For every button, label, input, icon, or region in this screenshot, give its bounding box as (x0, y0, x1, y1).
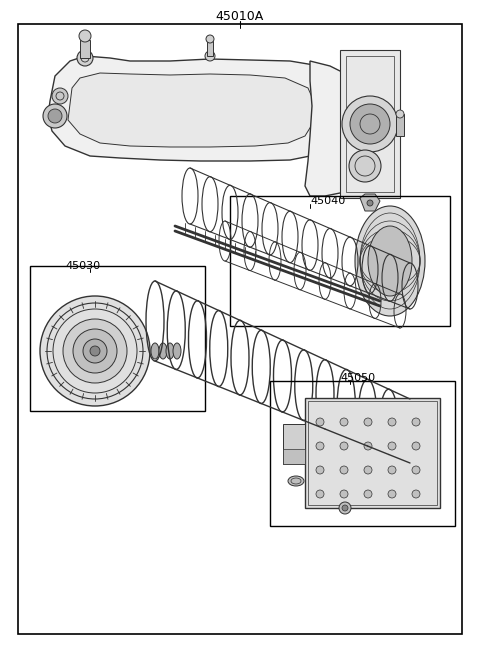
Circle shape (388, 442, 396, 450)
Circle shape (367, 200, 373, 206)
Circle shape (364, 466, 372, 474)
Circle shape (339, 502, 351, 514)
Circle shape (412, 418, 420, 426)
Ellipse shape (173, 343, 181, 359)
Ellipse shape (166, 343, 174, 359)
Polygon shape (305, 61, 392, 196)
Circle shape (40, 296, 150, 406)
Circle shape (316, 418, 324, 426)
Bar (283, 449, 305, 464)
Circle shape (340, 466, 348, 474)
Circle shape (316, 466, 324, 474)
Ellipse shape (151, 343, 159, 359)
Circle shape (412, 490, 420, 498)
Circle shape (388, 418, 396, 426)
Circle shape (63, 319, 127, 383)
Circle shape (364, 490, 372, 498)
Circle shape (349, 150, 381, 182)
Ellipse shape (159, 343, 167, 359)
Circle shape (83, 339, 107, 363)
Polygon shape (360, 194, 380, 211)
Bar (396, 114, 404, 136)
Bar (283, 424, 305, 464)
Circle shape (52, 88, 68, 104)
Circle shape (388, 466, 396, 474)
Circle shape (43, 104, 67, 128)
Bar (346, 56, 394, 192)
Bar (270, 381, 455, 526)
Bar (308, 401, 437, 505)
Circle shape (340, 442, 348, 450)
Circle shape (350, 104, 390, 144)
Bar (80, 40, 90, 58)
Circle shape (364, 418, 372, 426)
Ellipse shape (355, 206, 425, 316)
Circle shape (206, 35, 214, 43)
Circle shape (340, 418, 348, 426)
Ellipse shape (368, 226, 412, 296)
Circle shape (79, 30, 91, 42)
Polygon shape (68, 73, 315, 147)
Text: 45050: 45050 (340, 373, 375, 383)
Circle shape (205, 51, 215, 61)
Circle shape (412, 442, 420, 450)
Circle shape (412, 466, 420, 474)
Bar (230, 196, 450, 326)
Circle shape (364, 442, 372, 450)
Circle shape (48, 109, 62, 123)
Bar (305, 398, 440, 508)
Circle shape (316, 442, 324, 450)
Circle shape (90, 346, 100, 356)
Circle shape (316, 490, 324, 498)
Polygon shape (48, 56, 338, 161)
Circle shape (396, 110, 404, 118)
Bar (207, 41, 213, 56)
Text: 45040: 45040 (310, 196, 345, 206)
Text: 45030: 45030 (65, 261, 100, 271)
Circle shape (77, 50, 93, 66)
Ellipse shape (288, 476, 304, 486)
Circle shape (73, 329, 117, 373)
Bar (340, 50, 400, 198)
Circle shape (388, 490, 396, 498)
Bar (30, 266, 205, 411)
Circle shape (342, 96, 398, 152)
Circle shape (340, 490, 348, 498)
Circle shape (342, 505, 348, 511)
Text: 45010A: 45010A (216, 9, 264, 22)
